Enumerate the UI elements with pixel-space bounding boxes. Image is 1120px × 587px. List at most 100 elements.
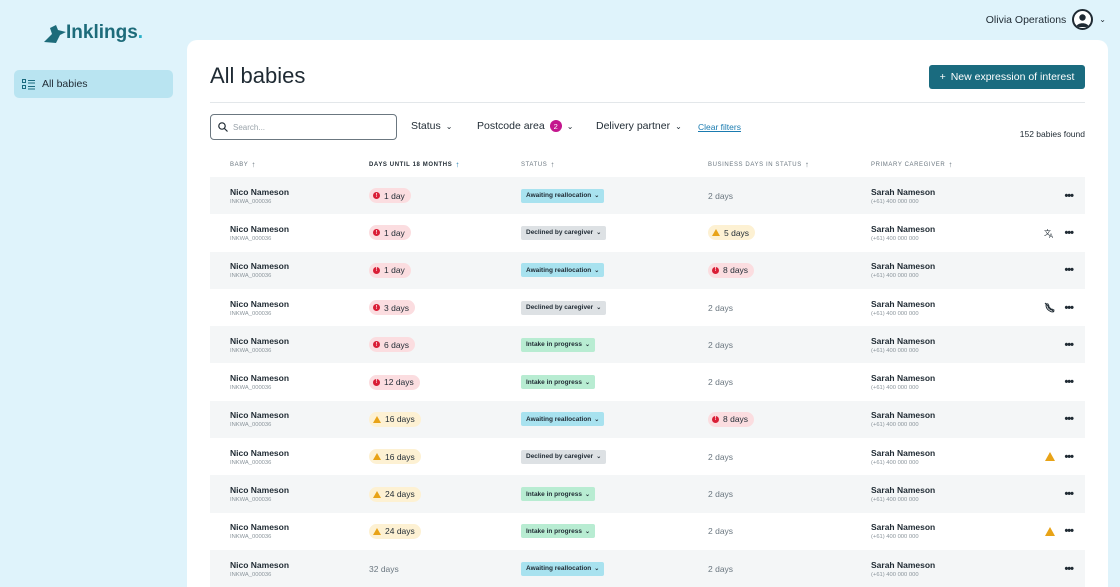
table-row[interactable]: Nico Nameson INKWA_000036 ! 12 days Intak…: [210, 363, 1085, 400]
clear-filters-link[interactable]: Clear filters: [698, 122, 741, 132]
translate-icon[interactable]: 文A: [1044, 228, 1055, 238]
status-dropdown[interactable]: Intake in progress ⌄: [521, 375, 596, 390]
warning-icon[interactable]: [1045, 452, 1056, 462]
days-value: 1 day: [384, 265, 405, 276]
delivery-partner-filter[interactable]: Delivery partner ⌄: [596, 120, 682, 132]
business-days-cell: 2 days: [708, 363, 733, 400]
business-days-cell: ! 8 days: [708, 401, 755, 438]
table-row[interactable]: Nico Nameson INKWA_000036 24 days Intake…: [210, 513, 1085, 550]
row-actions: •••: [1064, 177, 1074, 214]
baby-cell[interactable]: Nico Nameson INKWA_000036: [230, 326, 289, 363]
days-cell: ! 1 day: [369, 252, 411, 289]
baby-cell[interactable]: Nico Nameson INKWA_000036: [230, 438, 289, 475]
header-baby[interactable]: BABY ↑: [230, 160, 256, 169]
status-cell: Intake in progress ⌄: [521, 326, 596, 363]
baby-name: Nico Nameson: [230, 522, 290, 533]
more-options-icon[interactable]: •••: [1064, 376, 1074, 389]
table-row[interactable]: Nico Nameson INKWA_000036 ! 1 day Awaitin…: [210, 177, 1085, 215]
more-options-icon[interactable]: •••: [1064, 189, 1074, 202]
table-body: Nico Nameson INKWA_000036 ! 1 day Awaitin…: [210, 177, 1085, 587]
no-phone-icon[interactable]: [1044, 302, 1055, 313]
table-row[interactable]: Nico Nameson INKWA_000036 16 days Awaiti…: [210, 400, 1085, 439]
baby-cell[interactable]: Nico Nameson INKWA_000036: [230, 475, 289, 512]
status-dropdown[interactable]: Intake in progress ⌄: [521, 487, 596, 502]
sort-arrow-icon: ↑: [251, 160, 257, 169]
baby-cell[interactable]: Nico Nameson INKWA_000036: [230, 252, 289, 289]
chevron-down-icon: ⌄: [585, 491, 591, 498]
more-options-icon[interactable]: •••: [1064, 301, 1074, 314]
status-dropdown[interactable]: Intake in progress ⌄: [521, 337, 596, 352]
postcode-filter[interactable]: Postcode area 2 ⌄: [477, 120, 573, 132]
days-cell: 24 days: [369, 475, 421, 512]
table-row[interactable]: Nico Nameson INKWA_000036 ! 3 days Declin…: [210, 289, 1085, 326]
status-dropdown[interactable]: Declined by caregiver ⌄: [521, 300, 607, 315]
header-days[interactable]: DAYS UNTIL 18 MONTHS ↑: [369, 160, 460, 169]
app-logo[interactable]: Inklings.: [42, 22, 143, 44]
caregiver-phone: (+61) 400 000 000: [871, 198, 919, 205]
status-dropdown[interactable]: Awaiting reallocation ⌄: [521, 188, 605, 203]
status-dropdown[interactable]: Declined by caregiver ⌄: [521, 225, 607, 240]
chevron-down-icon: ⌄: [566, 121, 574, 131]
more-options-icon[interactable]: •••: [1064, 525, 1074, 538]
more-options-icon[interactable]: •••: [1064, 450, 1074, 463]
days-value: 1 day: [384, 190, 405, 201]
caregiver-name: Sarah Nameson: [871, 223, 936, 234]
baby-cell[interactable]: Nico Nameson INKWA_000036: [230, 214, 289, 251]
baby-cell[interactable]: Nico Nameson INKWA_000036: [230, 177, 289, 214]
business-days-value: 2 days: [708, 563, 734, 574]
baby-cell[interactable]: Nico Nameson INKWA_000036: [230, 401, 289, 438]
table-row[interactable]: Nico Nameson INKWA_000036 ! 1 day Awaitin…: [210, 251, 1085, 289]
more-options-icon[interactable]: •••: [1064, 226, 1074, 239]
more-options-icon[interactable]: •••: [1064, 488, 1074, 501]
row-actions: •••: [1045, 513, 1074, 550]
header-status[interactable]: STATUS ↑: [521, 160, 555, 169]
status-filter[interactable]: Status ⌄: [411, 120, 452, 132]
caregiver-name: Sarah Nameson: [871, 447, 936, 458]
days-cell: 16 days: [369, 438, 421, 475]
status-dropdown[interactable]: Awaiting reallocation ⌄: [521, 412, 605, 427]
baby-name: Nico Nameson: [230, 447, 290, 458]
search-box[interactable]: [210, 114, 397, 140]
status-label: Intake in progress: [526, 527, 582, 535]
caregiver-cell: Sarah Nameson (+61) 400 000 000: [871, 513, 935, 550]
caregiver-cell: Sarah Nameson (+61) 400 000 000: [871, 177, 935, 214]
avatar[interactable]: [1072, 9, 1094, 30]
new-button-label: New expression of interest: [950, 71, 1075, 83]
days-value: 3 days: [384, 302, 410, 313]
new-expression-of-interest-button[interactable]: + New expression of interest: [929, 65, 1085, 89]
more-options-icon[interactable]: •••: [1064, 562, 1074, 575]
status-dropdown[interactable]: Awaiting reallocation ⌄: [521, 561, 605, 576]
header-business-days[interactable]: BUSINESS DAYS IN STATUS ↑: [708, 160, 809, 169]
baby-cell[interactable]: Nico Nameson INKWA_000036: [230, 363, 289, 400]
baby-id: INKWA_000036: [230, 347, 272, 354]
table-row[interactable]: Nico Nameson INKWA_000036 24 days Intake…: [210, 475, 1085, 513]
table-row[interactable]: Nico Nameson INKWA_000036 ! 6 days Intake…: [210, 326, 1085, 364]
more-options-icon[interactable]: •••: [1064, 264, 1074, 277]
more-options-icon[interactable]: •••: [1064, 413, 1074, 426]
sidebar-item-all-babies[interactable]: All babies: [14, 70, 173, 98]
baby-cell[interactable]: Nico Nameson INKWA_000036: [230, 289, 289, 326]
status-dropdown[interactable]: Declined by caregiver ⌄: [521, 449, 607, 464]
header-caregiver[interactable]: PRIMARY CAREGIVER ↑: [871, 160, 953, 169]
chevron-down-icon: ⌄: [594, 416, 600, 423]
table-row[interactable]: Nico Nameson INKWA_000036 ! 1 day Decline…: [210, 214, 1085, 251]
results-count: 152 babies found: [1019, 129, 1085, 139]
bird-logo-icon: [44, 25, 66, 43]
warning-icon[interactable]: [1045, 526, 1056, 536]
baby-cell[interactable]: Nico Nameson INKWA_000036: [230, 550, 289, 587]
business-days-pill: ! 8 days: [708, 262, 755, 278]
days-pill: ! 1 day: [369, 262, 411, 278]
baby-cell[interactable]: Nico Nameson INKWA_000036: [230, 513, 289, 550]
status-dropdown[interactable]: Intake in progress ⌄: [521, 524, 596, 539]
table-row[interactable]: Nico Nameson INKWA_000036 16 days Declin…: [210, 438, 1085, 475]
search-input[interactable]: [233, 122, 383, 132]
status-cell: Declined by caregiver ⌄: [521, 438, 607, 475]
warning-triangle-icon: [373, 453, 381, 461]
row-actions: •••: [1064, 550, 1074, 587]
user-menu[interactable]: Olivia Operations ⌄: [986, 9, 1106, 30]
more-options-icon[interactable]: •••: [1064, 338, 1074, 351]
status-dropdown[interactable]: Awaiting reallocation ⌄: [521, 263, 605, 278]
business-days-cell: 2 days: [708, 177, 733, 214]
caregiver-name: Sarah Nameson: [871, 410, 936, 421]
table-row[interactable]: Nico Nameson INKWA_000036 32 days Awaiti…: [210, 549, 1085, 587]
